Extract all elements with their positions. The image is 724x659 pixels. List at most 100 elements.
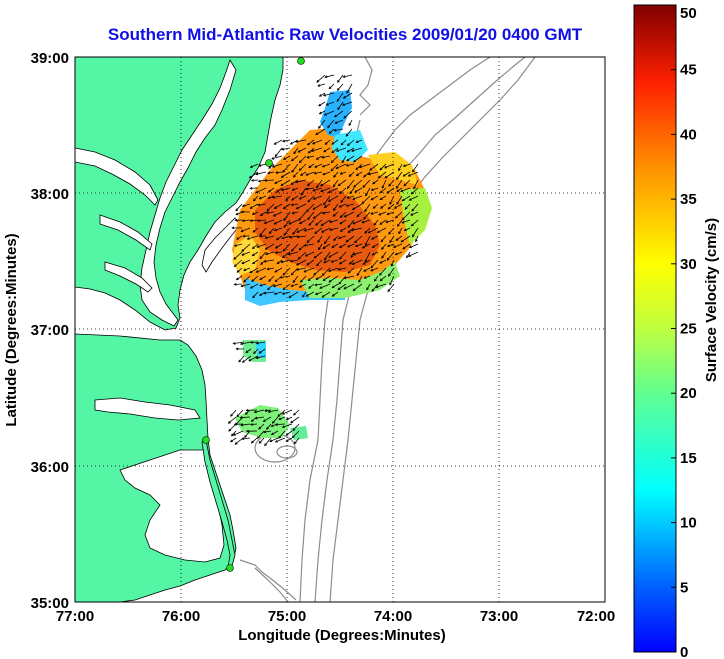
velocity-arrow-head	[280, 183, 284, 187]
velocity-arrow	[361, 195, 371, 204]
velocity-arrow	[300, 171, 307, 176]
velocity-arrow	[296, 267, 307, 271]
velocity-arrow-head	[328, 220, 333, 224]
york-river	[104, 261, 153, 293]
velocity-arrow	[349, 187, 355, 194]
velocity-arrow	[356, 267, 363, 276]
velocity-arrow	[331, 243, 339, 248]
velocity-arrow	[252, 211, 259, 215]
velocity-arrow	[250, 423, 258, 425]
velocity-arrow-head	[249, 423, 253, 426]
velocity-arrow-head	[337, 236, 341, 240]
velocity-arrow-head	[393, 206, 397, 209]
velocity-arrow	[402, 211, 411, 220]
velocity-arrow-head	[262, 291, 266, 295]
velocity-arrow	[341, 155, 347, 163]
velocity-arrow-head	[235, 347, 239, 351]
velocity-arrow-head	[336, 88, 340, 91]
velocity-arrow-head	[358, 165, 362, 169]
velocity-arrow	[314, 251, 323, 259]
velocity-arrow	[349, 171, 355, 177]
lon-tick-label: 73:00	[480, 608, 518, 625]
velocity-arrow	[293, 147, 299, 154]
velocity-arrow-head	[343, 115, 347, 119]
velocity-arrow	[244, 430, 251, 438]
velocity-arrow	[291, 203, 299, 206]
velocity-arrow	[275, 251, 283, 254]
velocity-arrow	[316, 259, 323, 266]
velocity-arrow	[364, 235, 371, 246]
velocity-arrow	[402, 195, 411, 202]
velocity-arrow	[328, 267, 339, 272]
colorbar-gradient	[633, 4, 677, 653]
velocity-arrow	[381, 179, 387, 189]
velocity-arrow	[370, 211, 379, 215]
velocity-arrow	[278, 430, 286, 439]
velocity-arrow-head	[268, 231, 272, 235]
velocity-arrow	[384, 171, 395, 179]
velocity-arrow	[318, 119, 326, 129]
velocity-arrow	[288, 219, 299, 225]
velocity-arrow-head	[371, 245, 375, 248]
velocity-arrow-head	[384, 165, 388, 169]
velocity-arrow	[398, 163, 403, 171]
velocity-arrow-head	[410, 223, 414, 227]
velocity-arrow-head	[347, 225, 351, 229]
velocity-arrow	[347, 139, 355, 146]
velocity-arrow	[403, 171, 411, 177]
velocity-arrow	[274, 219, 283, 225]
velocity-arrow	[378, 211, 387, 216]
velocity-arrow	[291, 243, 299, 252]
lon-tick-label: 74:00	[374, 608, 412, 625]
velocity-arrow-head	[329, 228, 333, 231]
velocity-arrow-head	[258, 350, 262, 354]
velocity-arrow-head	[241, 437, 245, 441]
velocity-arrow	[290, 259, 299, 262]
velocity-arrow	[268, 163, 275, 169]
velocity-arrow-head	[389, 240, 392, 244]
velocity-arrow	[312, 203, 323, 210]
velocity-arrow-head	[394, 215, 398, 219]
velocity-arrow	[298, 251, 307, 260]
velocity-arrow-head	[347, 244, 350, 248]
velocity-arrow-head	[379, 278, 383, 282]
velocity-arrow-head	[378, 212, 382, 216]
velocity-arrow-head	[410, 191, 414, 195]
colorbar-ticks: 0 5 10 15 20 25 30 35 40 45 50	[671, 4, 697, 659]
colorbar-tick-label: 10	[680, 515, 697, 532]
velocity-arrow	[255, 187, 267, 194]
velocity-arrow-head	[328, 86, 332, 90]
velocity-arrow	[282, 409, 293, 415]
velocity-arrow-head	[371, 289, 375, 292]
velocity-arrow-head	[324, 241, 327, 245]
velocity-arrow	[339, 251, 347, 260]
velocity-arrow	[240, 416, 251, 419]
velocity-arrow	[344, 211, 355, 218]
velocity-arrow	[397, 219, 403, 227]
velocity-arrow	[241, 283, 251, 287]
velocity-arrow-head	[264, 409, 268, 412]
velocity-arrow-head	[274, 279, 278, 283]
velocity-arrow-head	[300, 279, 303, 283]
velocity-arrow	[358, 275, 363, 283]
velocity-arrow	[352, 195, 363, 200]
velocity-arrow	[242, 355, 252, 363]
velocity-arrow	[319, 283, 331, 289]
velocity-arrow	[315, 275, 323, 280]
velocity-arrow-head	[233, 422, 237, 426]
velocity-arrow-head	[238, 359, 242, 363]
velocity-arrow	[345, 235, 355, 243]
velocity-arrow	[230, 409, 237, 417]
velocity-arrow-head	[239, 416, 243, 419]
velocity-arrow	[256, 243, 267, 248]
velocity-arrow	[308, 147, 315, 154]
velocity-arrow-head	[343, 214, 347, 218]
velocity-arrow-head	[318, 94, 322, 97]
velocity-arrow-head	[353, 184, 356, 188]
velocity-arrow	[342, 101, 353, 106]
velocity-arrow-head	[333, 208, 336, 212]
velocity-arrow-head	[290, 249, 294, 252]
velocity-arrow	[339, 259, 347, 265]
velocity-arrow-head	[372, 181, 376, 185]
velocity-arrow-head	[323, 260, 327, 264]
